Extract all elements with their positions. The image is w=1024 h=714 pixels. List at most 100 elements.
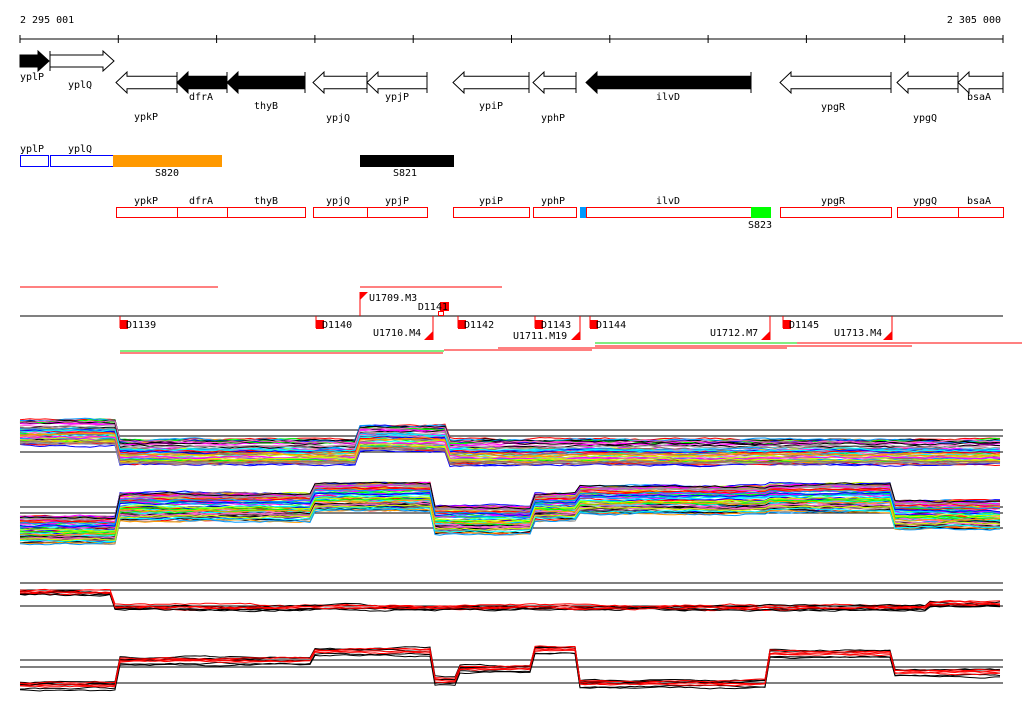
gene-dfrA: dfrA [176,70,228,103]
segment-label: yplQ [68,144,92,155]
segment-label: S823 [748,220,772,231]
expression-trace [19,481,1001,520]
segment-yplQ [50,155,114,167]
gene-arrow-icon [115,70,178,95]
segment-dfrA [177,207,228,218]
feature-marker-D1140 [316,320,324,329]
feature-label: U1709.M3 [369,293,417,304]
expression-trace [19,432,1001,458]
gene-arrow-icon [312,70,368,95]
minus-strand-segments: ypkP dfrA thyB ypjQ ypjP ypiP yphP ilvD S823 ypgR… [116,196,1004,231]
expression-trace [19,591,1001,611]
expression-trace [19,496,1001,532]
feature-marker-D1143 [535,320,543,329]
expression-trace [19,420,1001,445]
expression-trace [19,429,1001,453]
feature-label: U1710.M4 [373,328,421,339]
feature-label: D1139 [126,320,156,331]
expression-traces [19,417,1003,692]
segment-S821 [360,155,454,167]
feature-marker-D1142 [458,320,466,329]
segment-ilvD [586,207,752,218]
segment-ypgQ [897,207,959,218]
expression-trace [19,504,1001,542]
feature-track: D1139 D1140 D1141 D1142 D1143 D1144 D1145 U1709… [20,286,1022,354]
expression-trace [19,508,1001,546]
segment-label: ypkP [134,196,158,207]
expression-trace [19,645,1000,684]
gene-ypgR: ypgR [779,70,892,113]
gene-label: yphP [541,113,565,124]
segment-S823 [751,207,771,218]
gene-label: dfrA [189,92,213,103]
expression-trace [19,421,1001,446]
feature-marker-U1710.M4 [424,331,433,340]
segment-ypkP [116,207,178,218]
gene-arrow-icon [779,70,892,95]
expression-trace [19,424,1001,450]
gene-ypkP: ypkP [115,70,178,123]
gene-arrow-icon [532,70,577,95]
feature-label: U1711.M19 [513,331,567,342]
gene-arrow-icon [957,70,1004,95]
gene-arrow-icon [585,70,752,95]
segment-label: ilvD [656,196,680,207]
expression-trace [19,417,1001,444]
expression-trace [19,425,1001,449]
segment-label: S820 [155,168,179,179]
gene-yplP: yplP [19,49,50,83]
gene-arrow-icon [19,49,50,73]
gene-label: ilvD [656,92,680,103]
feature-stem [438,311,444,316]
feature-label: D1144 [596,320,626,331]
feature-label: D1140 [322,320,352,331]
expression-trace [19,491,1001,528]
segment-ypgR [780,207,892,218]
expression-trace [19,593,1001,612]
feature-marker-D1145 [783,320,791,329]
gene-arrow-icon [49,49,115,73]
feature-label: D1145 [789,320,819,331]
segment-ypiP [453,207,530,218]
gene-label: ypkP [134,112,158,123]
expression-trace [19,429,1001,455]
gene-thyB: thyB [226,70,306,112]
segment-S820 [113,155,222,167]
segment-label: ypiP [479,196,503,207]
feature-label: D1141 [418,302,448,313]
segment-label: S821 [393,168,417,179]
expression-trace [19,435,1001,461]
gene-arrow-icon [366,70,428,95]
feature-marker-D1141 [440,302,449,311]
gene-yphP: yphP [532,70,577,124]
segment-label: yphP [541,196,565,207]
feature-marker-U1713.M4 [883,331,892,340]
gene-yplQ: yplQ [49,49,115,91]
expression-trace [19,499,1001,536]
expression-trace [19,652,1000,692]
segment-label: yplP [20,144,44,155]
gene-label: yplP [20,72,44,83]
gene-ypjQ: ypjQ [312,70,368,124]
feature-label: U1712.M7 [710,328,758,339]
feature-label: D1143 [541,320,571,331]
segment-yplP [20,155,49,167]
gene-label: bsaA [967,92,991,103]
feature-marker-D1139 [120,320,128,329]
expression-trace [19,590,1001,610]
gene-arrow-icon [226,70,306,95]
feature-marker-U1709.M3 [360,292,368,300]
gene-label: ypjQ [326,113,350,124]
segment-bsaA [958,207,1004,218]
expression-trace [19,507,1001,543]
feature-marker-D1144 [590,320,598,329]
gene-bsaA: bsaA [957,70,1004,103]
segment-label: ypjQ [326,196,350,207]
feature-label: U1713.M4 [834,328,882,339]
scale-start-label: 2 295 001 [20,15,74,26]
gene-label: yplQ [68,80,92,91]
expression-trace [19,588,1001,608]
gene-label: ypjP [385,92,409,103]
